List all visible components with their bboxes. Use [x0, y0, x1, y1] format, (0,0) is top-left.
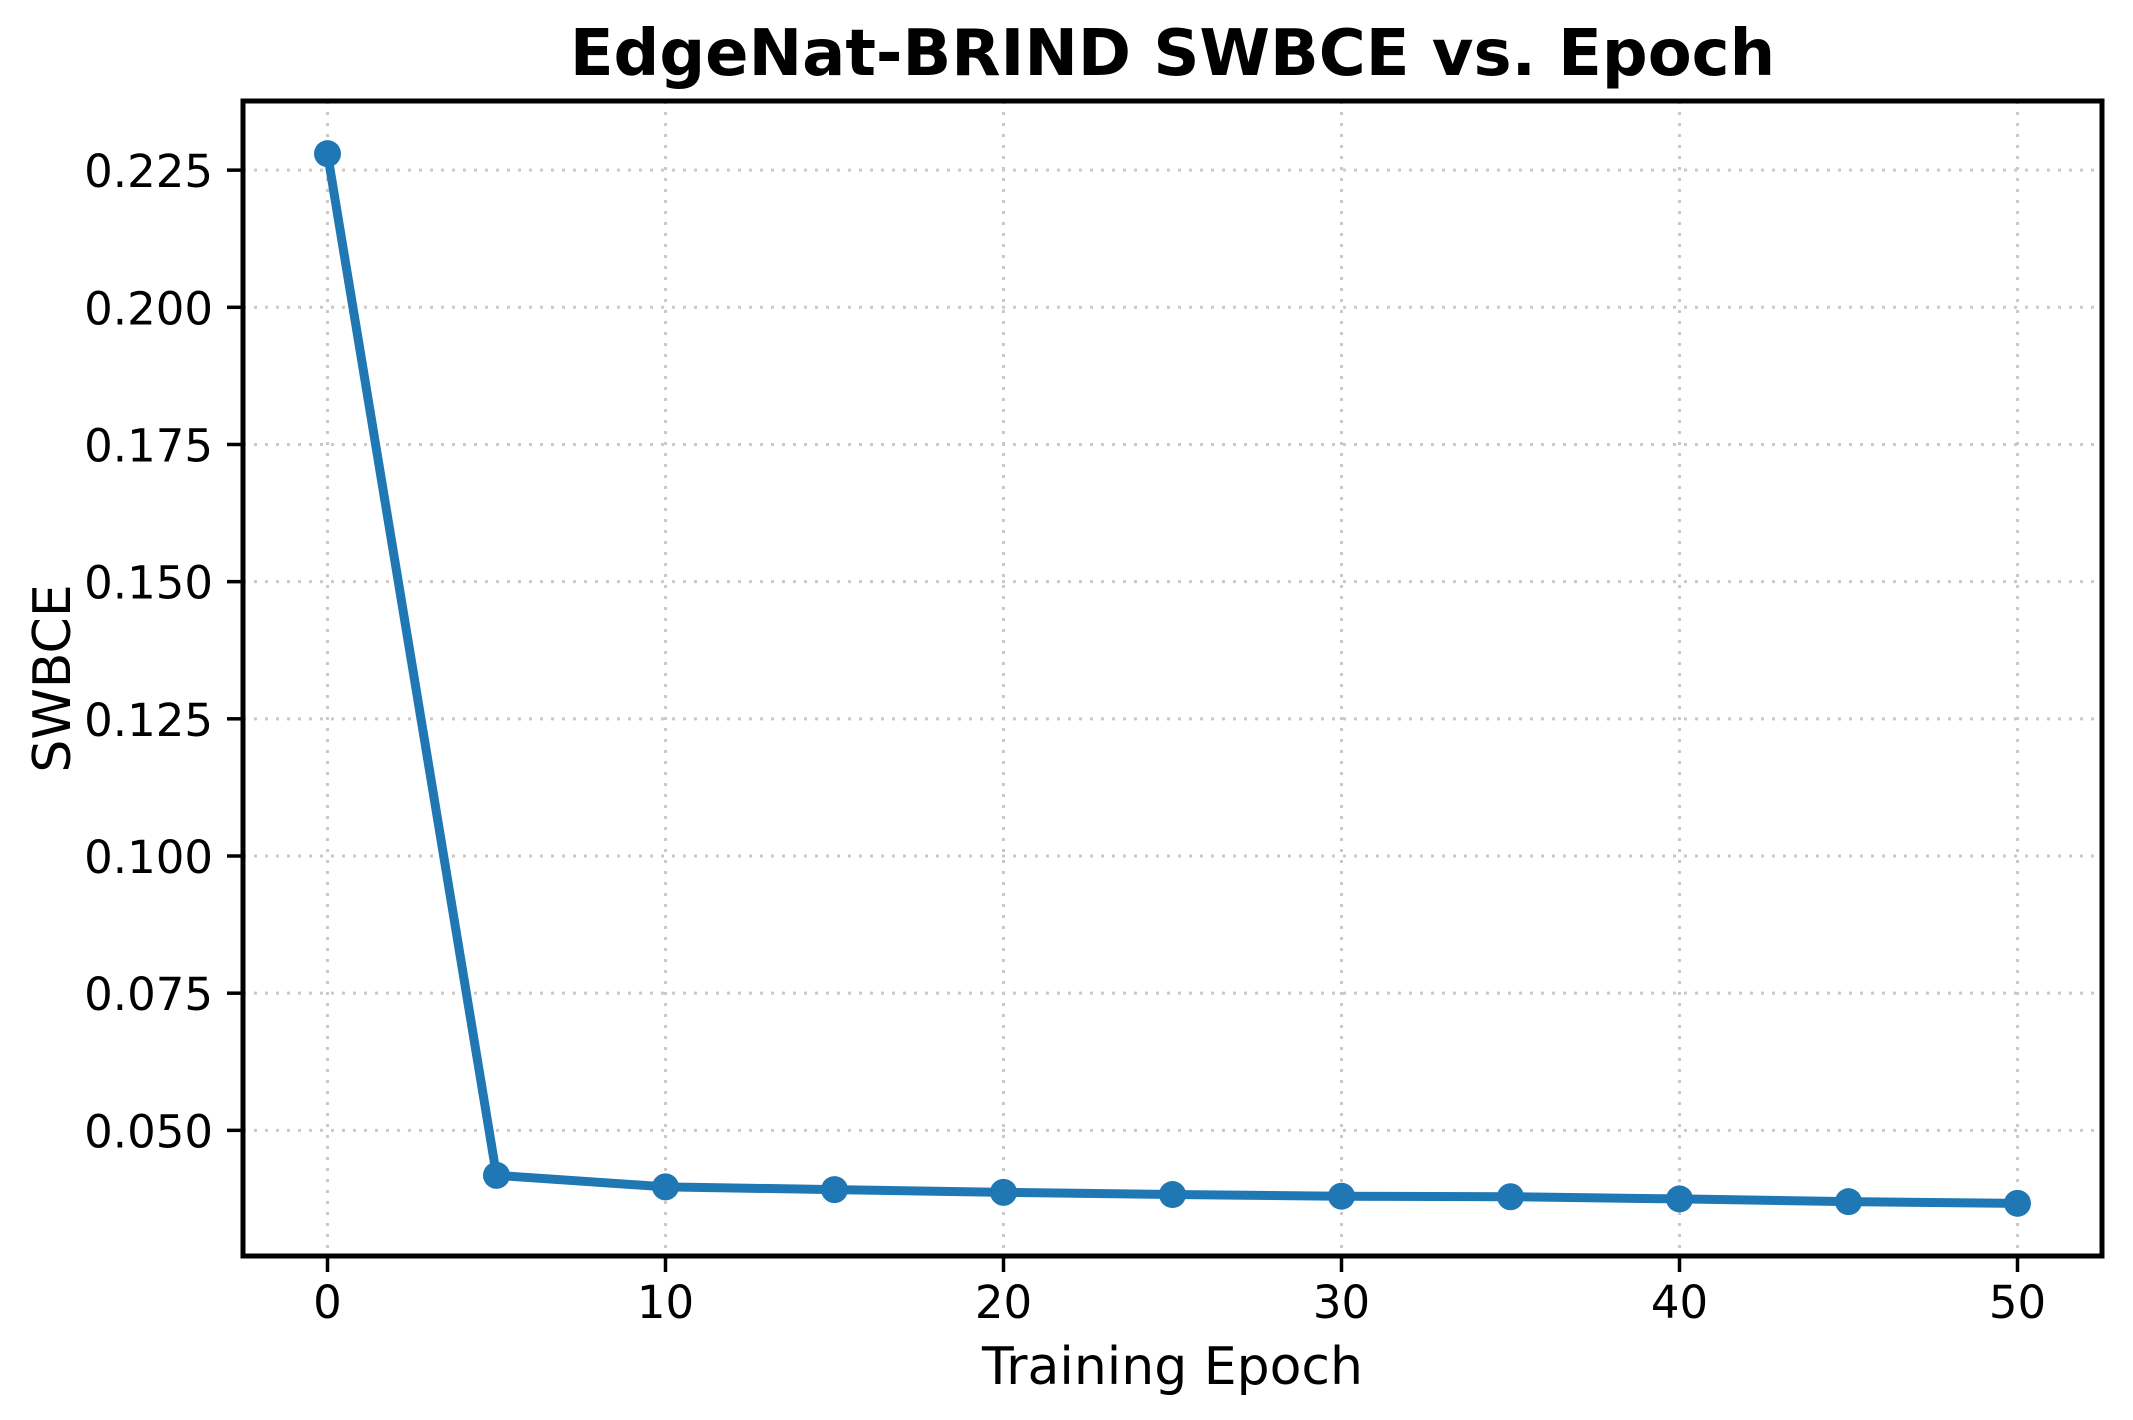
- y-tick-label: 0.200: [84, 282, 213, 335]
- tick-marks: [227, 168, 2020, 1272]
- data-point-marker: [483, 1161, 510, 1189]
- chart-title: EdgeNat-BRIND SWBCE vs. Epoch: [570, 17, 1775, 91]
- x-tick-label: 40: [1651, 1276, 1708, 1329]
- y-tick-label: 0.125: [84, 694, 213, 747]
- x-tick-label: 30: [1313, 1276, 1370, 1329]
- x-axis-label: Training Epoch: [981, 1337, 1363, 1397]
- swbce-markers: [314, 140, 2031, 1217]
- plot-border-spines: [240, 98, 2105, 1259]
- data-point-marker: [2004, 1189, 2031, 1217]
- y-tick-label: 0.225: [84, 145, 213, 198]
- y-tick-label: 0.050: [84, 1105, 213, 1158]
- data-point-marker: [1497, 1183, 1524, 1211]
- y-axis-label: SWBCE: [23, 584, 83, 772]
- y-tick-labels: 0.050 0.075 0.100 0.125 0.150 0.175 0.200 0.225: [84, 145, 213, 1158]
- y-tick-label: 0.175: [84, 419, 213, 472]
- x-tick-label: 20: [975, 1276, 1032, 1329]
- data-point-marker: [652, 1173, 679, 1201]
- data-point-marker: [1835, 1188, 1862, 1216]
- data-point-marker: [1666, 1185, 1693, 1213]
- x-tick-labels: 0 10 20 30 40 50: [313, 1276, 2046, 1329]
- data-point-marker: [990, 1178, 1017, 1206]
- data-point-marker: [1328, 1182, 1355, 1210]
- y-tick-label: 0.150: [84, 557, 213, 610]
- x-tick-label: 10: [637, 1276, 694, 1329]
- data-point-marker: [821, 1176, 848, 1204]
- x-tick-label: 50: [1989, 1276, 2046, 1329]
- y-tick-label: 0.100: [84, 831, 213, 884]
- y-tick-label: 0.075: [84, 968, 213, 1021]
- x-tick-label: 0: [313, 1276, 342, 1329]
- data-point-marker: [314, 140, 341, 168]
- gridlines: [243, 101, 2102, 1256]
- data-point-marker: [1159, 1181, 1186, 1209]
